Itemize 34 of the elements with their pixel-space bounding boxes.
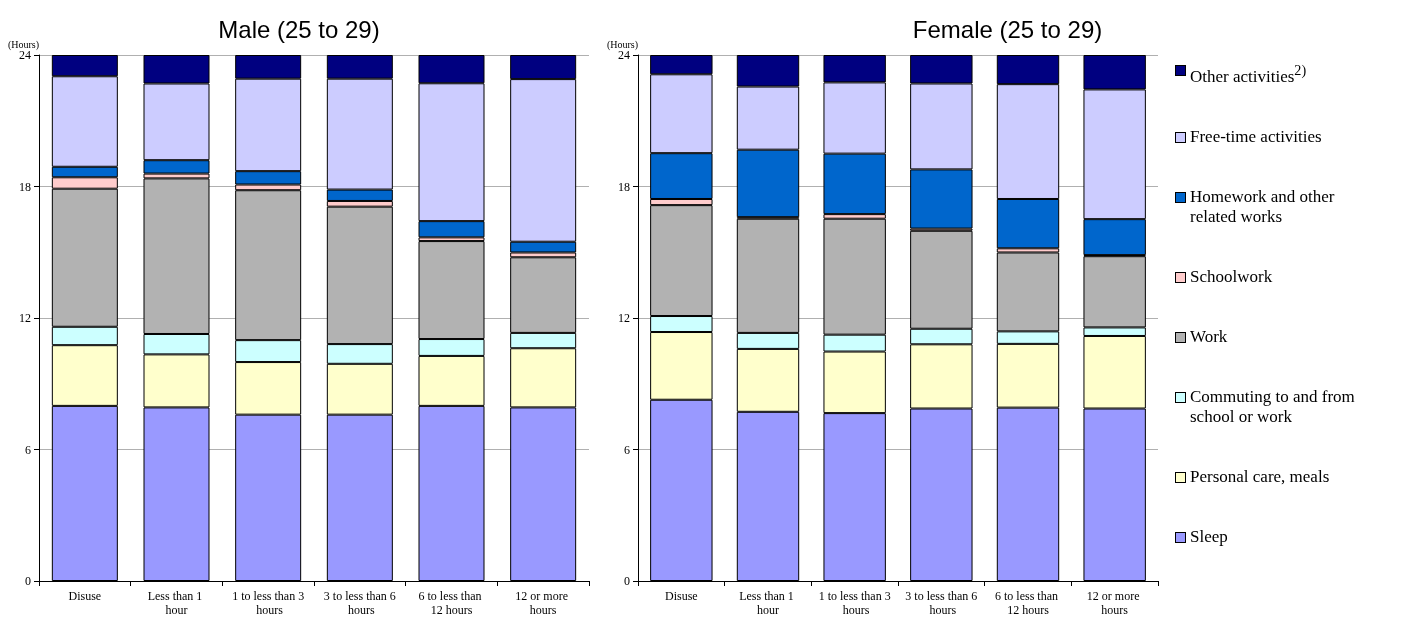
legend-label: Free-time activities xyxy=(1190,126,1323,147)
legend-label: Work xyxy=(1190,326,1229,347)
legend-label: Schoolwork xyxy=(1190,266,1274,287)
y-tick-label: 24 xyxy=(19,48,31,62)
y-tick-label: 0 xyxy=(624,574,630,588)
legend-label: Personal care, meals xyxy=(1190,466,1331,487)
y-axis-title: (Hours) xyxy=(606,38,638,51)
y-tick-label: 18 xyxy=(19,179,31,194)
x-tick-label: Disuse xyxy=(665,589,698,603)
legend-label: Sleep xyxy=(1190,526,1229,547)
legend-label: Homework and other related works xyxy=(1190,186,1336,227)
legend-label: Other activities$^{2)}$ xyxy=(1190,61,1308,87)
chart-title: Male (25 to 29) xyxy=(218,15,380,43)
x-tick-label: Disuse xyxy=(68,589,102,603)
y-tick-label: 6 xyxy=(624,442,630,457)
y-tick-label: 0 xyxy=(25,574,31,588)
x-tick-label: 12 or more hours xyxy=(515,589,571,617)
x-tick-label: 1 to less than 3 hours xyxy=(818,589,891,617)
y-tick-label: 6 xyxy=(25,442,31,457)
x-tick-label: Less than 1 hour xyxy=(739,589,797,617)
x-tick-label: 6 to less than 12 hours xyxy=(418,589,485,617)
x-tick-label: 12 or more hours xyxy=(1086,589,1143,617)
x-tick-label: 3 to less than 6 hours xyxy=(323,589,396,617)
y-tick-label: 12 xyxy=(618,311,630,325)
y-tick-label: 12 xyxy=(19,311,31,325)
y-tick-label: 18 xyxy=(618,179,630,194)
x-tick-label: Less than 1 hour xyxy=(147,589,206,617)
y-tick-label: 24 xyxy=(618,48,630,62)
x-tick-label: 6 to less than 12 hours xyxy=(995,589,1061,617)
y-axis-title: (Hours) xyxy=(7,38,39,51)
chart-title: Female (25 to 29) xyxy=(912,15,1103,43)
legend-label: Commuting to and from school or work xyxy=(1190,386,1356,427)
x-tick-label: 3 to less than 6 hours xyxy=(905,589,978,617)
x-tick-label: 1 to less than 3 hours xyxy=(232,589,305,617)
